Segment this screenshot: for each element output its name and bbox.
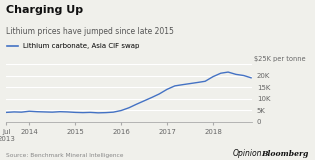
- Legend: Lithium carbonate, Asia CIF swap: Lithium carbonate, Asia CIF swap: [7, 43, 140, 49]
- Text: Bloomberg: Bloomberg: [261, 150, 309, 158]
- Text: Lithium prices have jumped since late 2015: Lithium prices have jumped since late 20…: [6, 27, 174, 36]
- Text: Source: Benchmark Mineral Intelligence: Source: Benchmark Mineral Intelligence: [6, 153, 124, 158]
- Text: Opinion: Opinion: [233, 149, 263, 158]
- Text: Charging Up: Charging Up: [6, 5, 83, 15]
- Text: $25K per tonne: $25K per tonne: [255, 56, 306, 62]
